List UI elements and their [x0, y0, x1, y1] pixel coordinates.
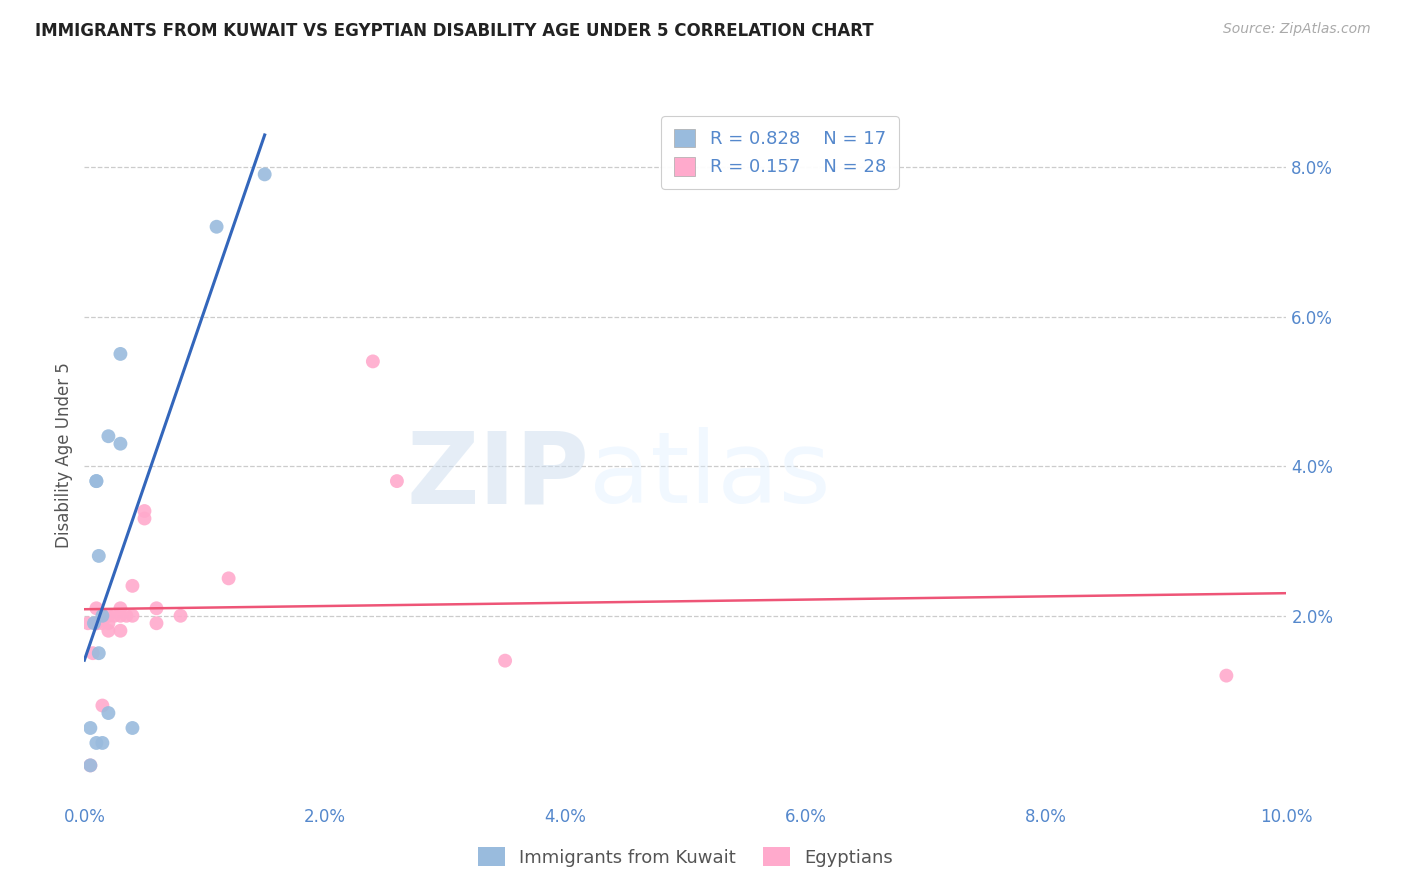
Y-axis label: Disability Age Under 5: Disability Age Under 5: [55, 362, 73, 548]
Point: [97, 608, 120, 623]
Point: [86, 601, 108, 615]
Text: Source: ZipAtlas.com: Source: ZipAtlas.com: [1223, 22, 1371, 37]
Point: [91, 616, 114, 631]
Point: [169, 608, 191, 623]
Text: ZIP: ZIP: [406, 427, 589, 524]
Point: [86, 474, 108, 488]
Legend: Immigrants from Kuwait, Egyptians: Immigrants from Kuwait, Egyptians: [471, 840, 900, 874]
Point: [97, 706, 120, 720]
Point: [385, 474, 408, 488]
Point: [82, 646, 104, 660]
Point: [115, 608, 138, 623]
Point: [86, 474, 108, 488]
Point: [494, 654, 516, 668]
Point: [110, 601, 132, 615]
Point: [86, 736, 108, 750]
Point: [86, 616, 108, 631]
Point: [77, 616, 100, 631]
Point: [110, 608, 132, 623]
Point: [110, 436, 132, 450]
Point: [145, 616, 167, 631]
Point: [79, 758, 101, 772]
Point: [110, 347, 132, 361]
Point: [253, 167, 276, 181]
Point: [97, 624, 120, 638]
Point: [121, 721, 143, 735]
Point: [361, 354, 384, 368]
Point: [91, 698, 114, 713]
Point: [205, 219, 228, 234]
Point: [1215, 668, 1237, 682]
Point: [97, 429, 120, 443]
Point: [87, 646, 110, 660]
Point: [91, 608, 114, 623]
Point: [97, 616, 120, 631]
Point: [91, 736, 114, 750]
Point: [121, 579, 143, 593]
Point: [145, 601, 167, 615]
Point: [121, 608, 143, 623]
Text: IMMIGRANTS FROM KUWAIT VS EGYPTIAN DISABILITY AGE UNDER 5 CORRELATION CHART: IMMIGRANTS FROM KUWAIT VS EGYPTIAN DISAB…: [35, 22, 873, 40]
Point: [134, 511, 156, 525]
Point: [103, 608, 125, 623]
Text: atlas: atlas: [589, 427, 831, 524]
Point: [110, 624, 132, 638]
Point: [79, 721, 101, 735]
Point: [87, 549, 110, 563]
Point: [79, 758, 101, 772]
Point: [134, 504, 156, 518]
Point: [83, 616, 105, 631]
Point: [86, 616, 108, 631]
Point: [218, 571, 240, 585]
